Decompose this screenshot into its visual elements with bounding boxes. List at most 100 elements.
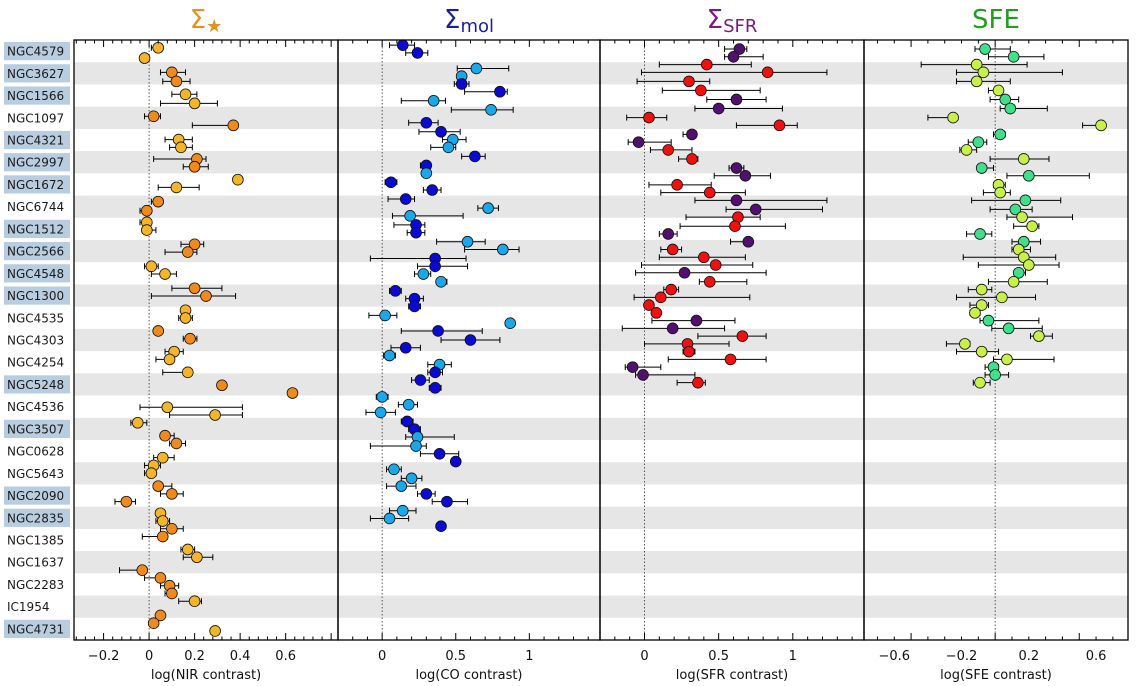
panel-title: Σ★: [190, 5, 223, 37]
data-point: [175, 141, 187, 154]
data-point: [972, 136, 985, 148]
row-band: [74, 328, 1128, 352]
data-point: [992, 84, 1005, 97]
row-band: [74, 417, 1128, 440]
data-point: [410, 226, 422, 239]
galaxy-label-highlight: [4, 175, 70, 194]
tick-label: 0.5: [445, 649, 466, 664]
data-point: [432, 325, 444, 337]
data-point: [383, 349, 396, 362]
data-point: [435, 276, 447, 288]
data-point: [383, 512, 396, 525]
data-point: [482, 202, 494, 214]
data-point: [461, 235, 474, 248]
galaxy-label-highlight: [4, 242, 70, 261]
data-point: [709, 259, 722, 271]
data-point: [188, 97, 201, 110]
data-point: [1033, 330, 1045, 342]
galaxy-label: NGC5643: [7, 467, 64, 481]
tick-label: 0.4: [230, 649, 251, 664]
data-point: [410, 440, 422, 452]
data-point: [975, 299, 988, 311]
galaxy-label: NGC3507: [7, 422, 64, 436]
data-point: [637, 369, 649, 381]
data-point: [429, 260, 441, 273]
data-point: [399, 341, 412, 354]
data-point: [464, 334, 477, 346]
tick-label: 0.6: [1086, 649, 1107, 664]
data-point: [730, 162, 743, 174]
panel-title: ΣSFR: [707, 5, 758, 37]
data-point: [690, 314, 703, 327]
data-point: [686, 153, 698, 165]
data-point: [703, 186, 716, 199]
data-point: [188, 282, 201, 295]
data-point: [209, 625, 221, 637]
galaxy-label: NGC4548: [7, 267, 64, 281]
galaxy-label: NGC4536: [7, 400, 64, 414]
data-point: [156, 451, 169, 464]
data-point: [1016, 211, 1028, 223]
data-point: [156, 530, 169, 543]
galaxy-label-highlight: [4, 286, 70, 305]
galaxy-label: NGC4579: [7, 45, 64, 59]
data-point: [1026, 220, 1038, 233]
data-point: [960, 144, 973, 156]
data-point: [979, 43, 991, 55]
galaxy-label-highlight: [4, 486, 70, 505]
data-point: [136, 564, 149, 576]
data-point: [396, 39, 409, 51]
data-point: [426, 184, 439, 196]
data-point: [388, 463, 400, 476]
panel-frame: [863, 39, 1129, 641]
data-point: [401, 415, 413, 428]
tick-label: 1: [789, 649, 797, 664]
data-point: [420, 116, 433, 129]
data-point: [650, 307, 663, 319]
row-band: [74, 595, 1128, 618]
data-point: [161, 401, 174, 414]
data-point: [1001, 353, 1013, 366]
data-point: [665, 283, 677, 296]
data-point: [188, 595, 201, 608]
data-point: [666, 243, 679, 256]
data-point: [395, 480, 408, 492]
data-point: [455, 78, 468, 90]
row-band: [74, 551, 1128, 574]
data-point: [411, 47, 424, 59]
data-point: [435, 520, 447, 533]
data-point: [154, 609, 167, 622]
galaxy-label: NGC1097: [7, 111, 64, 125]
data-point: [975, 283, 988, 296]
data-point: [227, 119, 240, 132]
data-point: [429, 382, 441, 394]
galaxy-label: NGC1672: [7, 178, 64, 192]
data-point: [429, 366, 441, 379]
galaxy-label-highlight: [4, 419, 70, 438]
galaxy-label: NGC4254: [7, 356, 64, 370]
data-point: [974, 376, 986, 389]
data-point: [166, 488, 178, 500]
data-point: [404, 210, 416, 222]
galaxy-label-highlight: [4, 130, 70, 150]
data-point: [441, 495, 453, 508]
panel-1: −0.2 0 0.2 0.4 0.6 log(NIR contrast) Σ★: [73, 5, 339, 683]
data-point: [742, 235, 755, 248]
data-point: [700, 58, 713, 71]
data-point: [166, 66, 178, 79]
data-point: [408, 300, 421, 313]
data-point: [975, 162, 988, 174]
data-point: [999, 93, 1012, 106]
data-point: [678, 266, 691, 279]
tick-label: 0.5: [708, 649, 729, 664]
row-band: [74, 373, 1128, 396]
row-band: [74, 195, 1128, 218]
data-point: [166, 587, 178, 600]
data-point: [159, 268, 171, 280]
data-point: [969, 307, 981, 319]
data-point: [420, 488, 433, 500]
data-point: [170, 75, 183, 88]
data-point: [1012, 266, 1025, 279]
data-point: [170, 437, 183, 450]
